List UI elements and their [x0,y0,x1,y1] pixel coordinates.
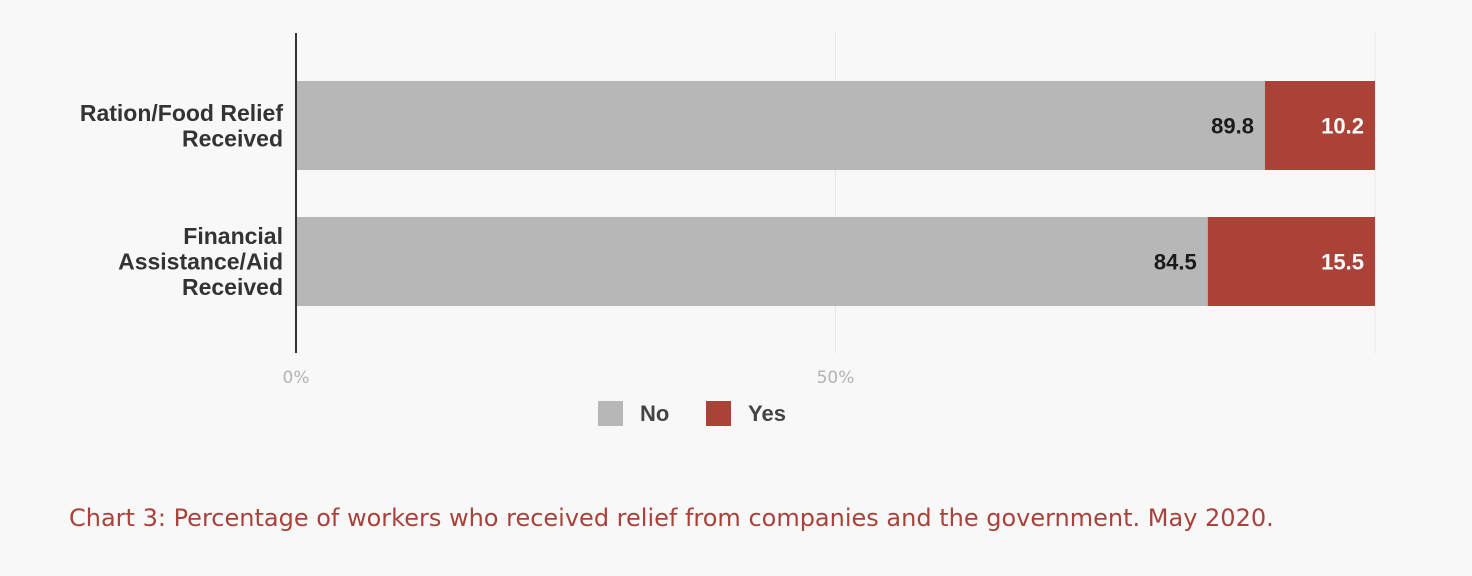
chart-area: 89.8 10.2 Ration/Food Relief Received 84.5 15… [80,33,1376,426]
category-label-1-0: Financial [183,223,283,249]
category-label-1-1: Assistance/Aid [118,249,283,275]
legend-label-yes: Yes [748,401,786,426]
data-label-yes-0: 10.2 [1321,114,1364,139]
category-label-0-0: Ration/Food Relief [80,100,284,126]
category-label-0-1: Received [182,125,283,151]
bar-no-1 [296,217,1208,306]
chart-caption: Chart 3: Percentage of workers who recei… [69,504,1274,532]
legend-swatch-no [598,401,623,426]
data-label-yes-1: 15.5 [1321,250,1364,275]
x-tick-label-50: 50% [817,368,855,388]
bar-no-0 [296,81,1265,170]
bar-yes-0 [1264,81,1375,170]
data-label-no-0: 89.8 [1211,114,1254,139]
x-tick-label-0: 0% [283,368,310,388]
bar-yes-1 [1207,217,1375,306]
category-label-1-2: Received [182,274,283,300]
legend-swatch-yes [706,401,731,426]
legend-label-no: No [640,401,669,426]
data-label-no-1: 84.5 [1154,250,1197,275]
